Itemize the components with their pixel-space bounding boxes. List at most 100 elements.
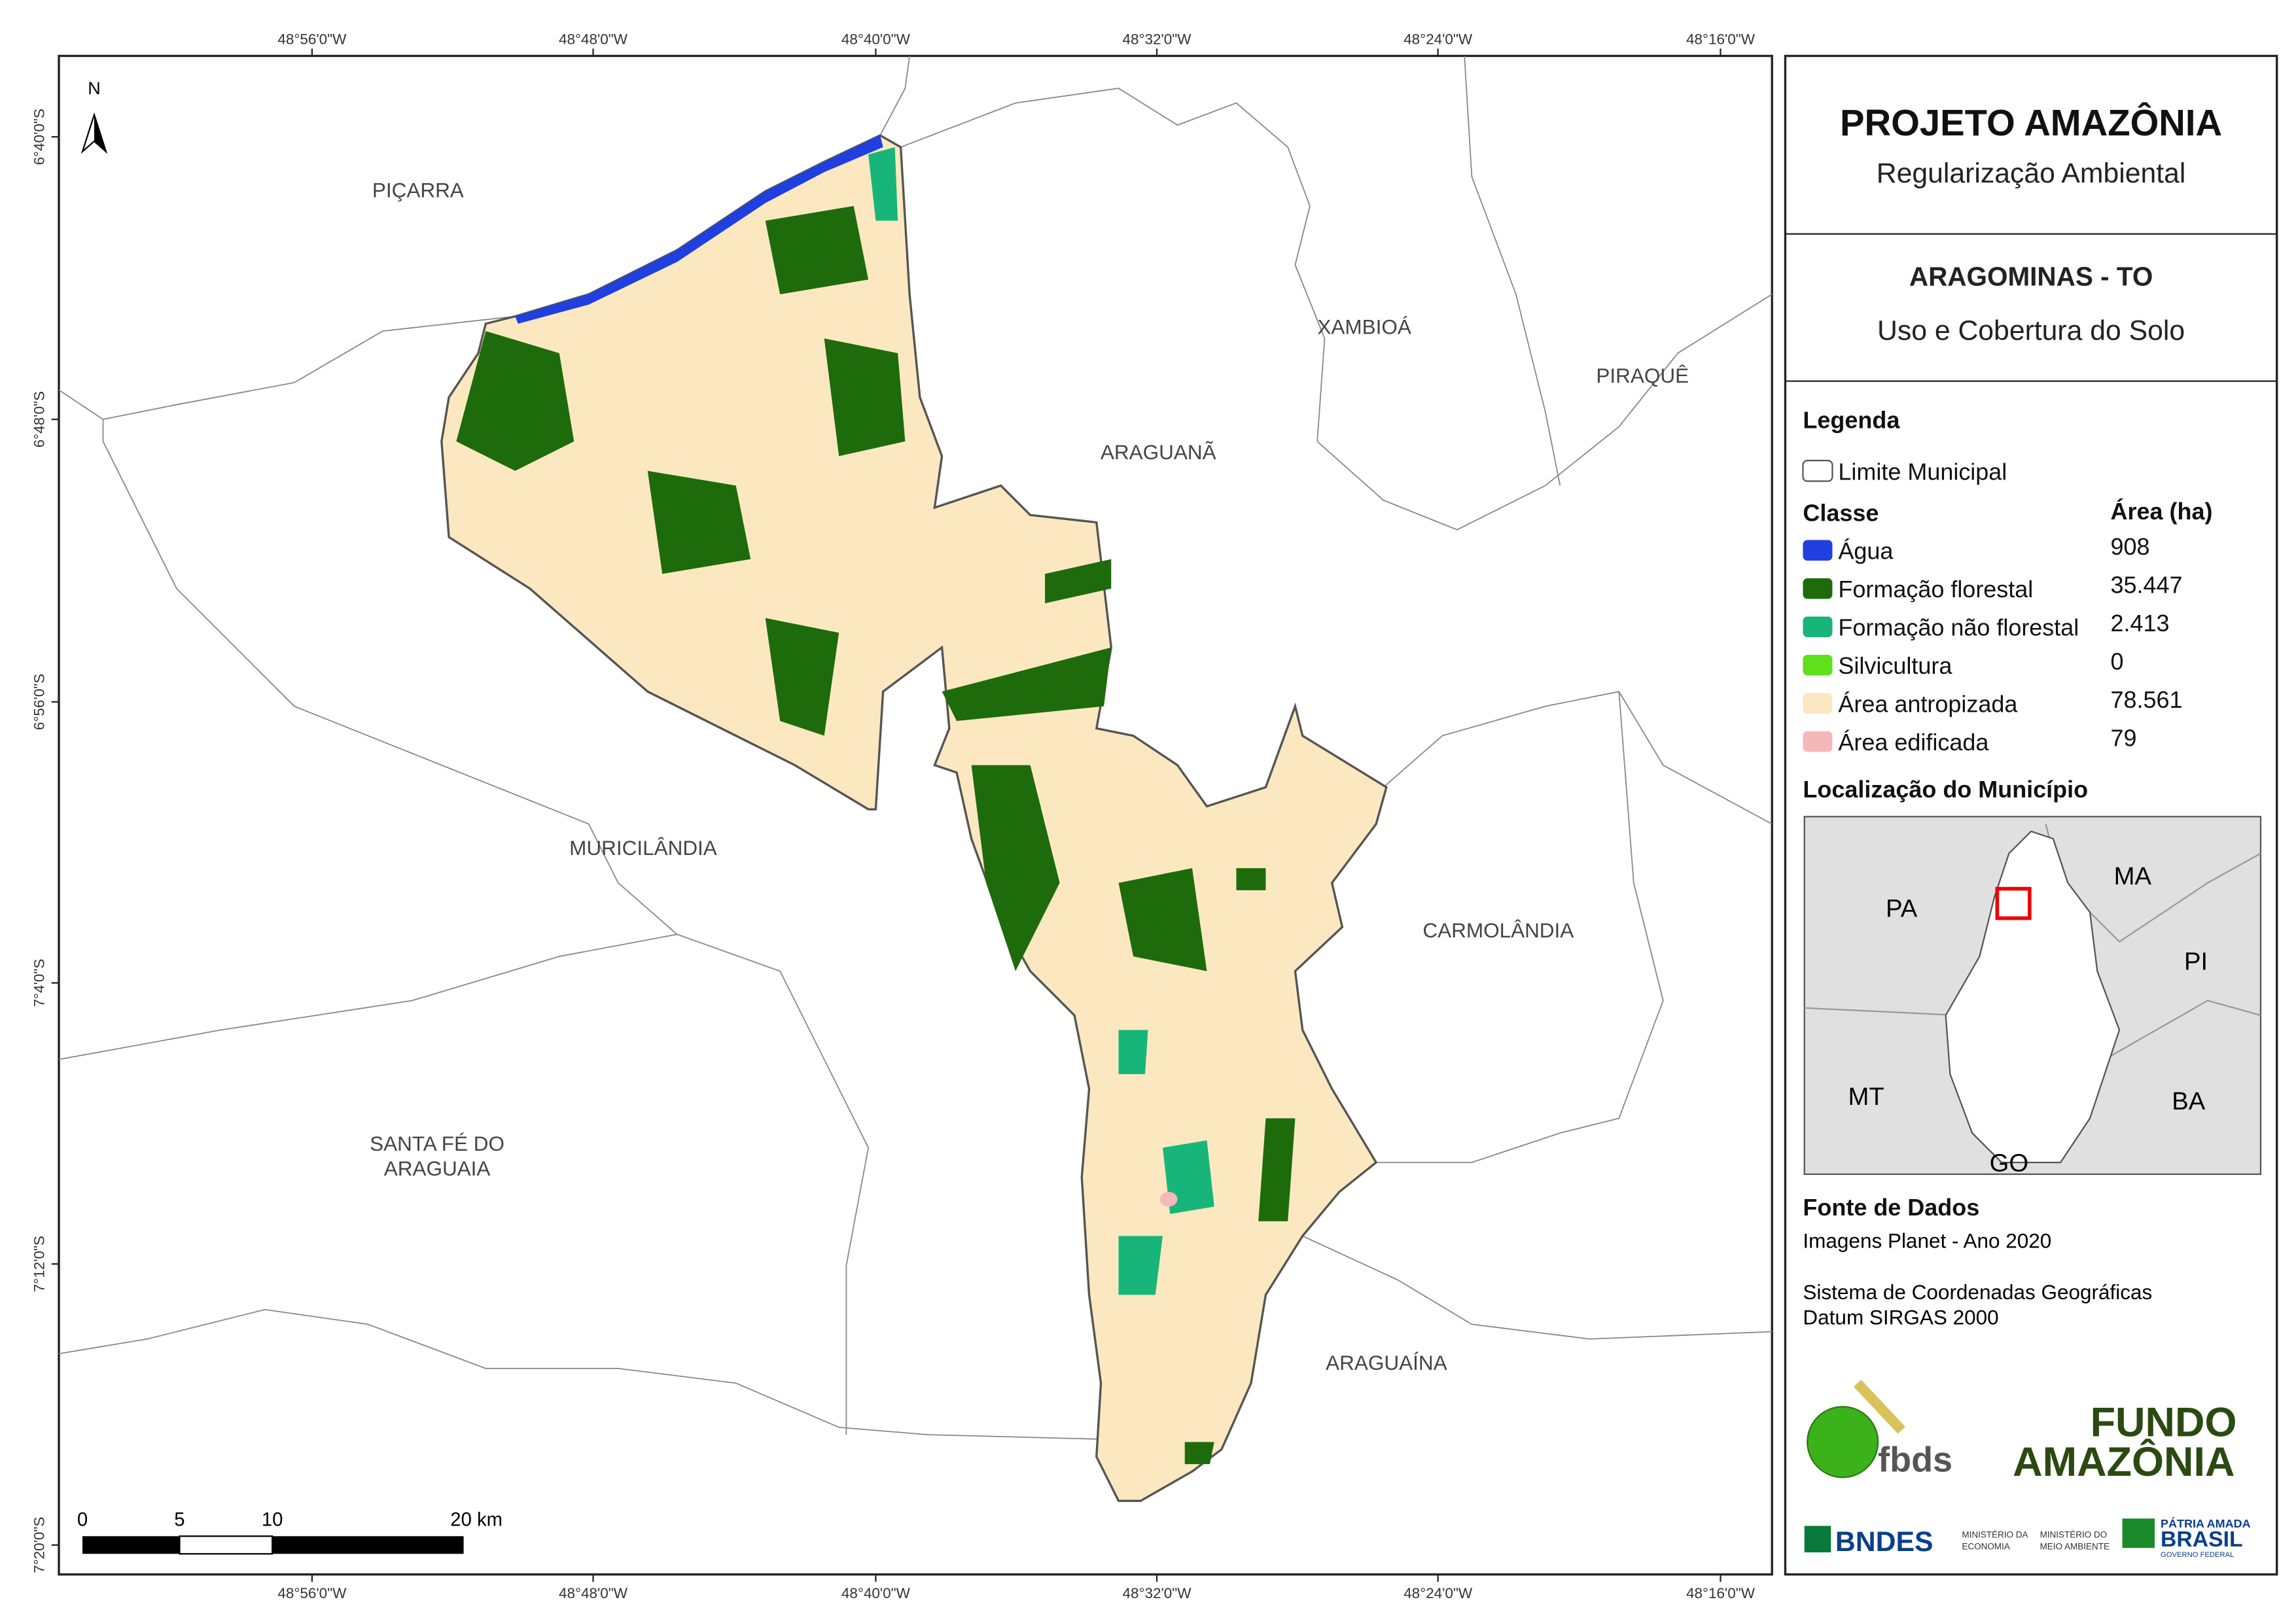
- place-label: CARMOLÂNDIA: [1422, 918, 1574, 942]
- forest-patch: [647, 470, 751, 574]
- boundary-label: Limite Municipal: [1838, 458, 2007, 485]
- class-swatch: [1803, 540, 1833, 561]
- ministry-text: ECONOMIA: [1962, 1542, 2009, 1552]
- nonforest-patches: [868, 147, 1214, 1295]
- left-coordinate: 7°20'0"S: [31, 1517, 48, 1573]
- place-label: ARAGUANÃ: [1101, 440, 1216, 464]
- class-swatch: [1803, 654, 1833, 676]
- bottom-coordinate: 48°48'0"W: [559, 1585, 628, 1601]
- inset-boundary: [2104, 1000, 2261, 1060]
- place-label: XAMBIOÁ: [1317, 315, 1411, 339]
- class-swatch: [1803, 616, 1833, 637]
- boundary-line: [58, 1308, 1097, 1440]
- source-title: Fonte de Dados: [1803, 1194, 1979, 1221]
- class-name: Água: [1838, 538, 1893, 565]
- scale-label: 20 km: [450, 1510, 503, 1531]
- tocantins-state: [1945, 830, 2121, 1164]
- place-label: PIRAQUÊ: [1596, 364, 1689, 387]
- boundary-line: [1302, 1235, 1773, 1340]
- source-line: Datum SIRGAS 2000: [1803, 1305, 1998, 1329]
- left-coordinate: 6°48'0"S: [31, 391, 48, 447]
- coordinate-labels: 48°56'0"W 48°48'0"W 48°40'0"W 48°32'0"W 48°2…: [31, 31, 1756, 1601]
- nonforest-patch: [1118, 1236, 1163, 1295]
- state-label: MA: [2114, 862, 2152, 890]
- place-label: MURICILÂNDIA: [569, 836, 717, 860]
- panel-subtitle: Regularização Ambiental: [1877, 158, 2186, 189]
- fbds-logo-text: fbds: [1878, 1440, 1952, 1479]
- info-panel: [1784, 54, 2278, 1576]
- north-label: N: [88, 79, 101, 98]
- state-label: PA: [1886, 894, 1918, 922]
- river: [515, 135, 883, 324]
- boundary-line: [1376, 691, 1664, 1163]
- left-coordinate: 7°4'0"S: [31, 959, 48, 1007]
- class-name: Área antropizada: [1838, 691, 2017, 718]
- forest-patch: [1258, 1118, 1296, 1221]
- top-coordinate: 48°24'0"W: [1404, 31, 1473, 47]
- scale-segment: [179, 1535, 274, 1555]
- map-frame: [58, 54, 1773, 1576]
- bottom-coordinate: 48°56'0"W: [277, 1585, 347, 1601]
- state-label: MT: [1848, 1083, 1884, 1111]
- ministry-text: MEIO AMBIENTE: [2040, 1542, 2110, 1552]
- boundary-line: [58, 315, 516, 421]
- boundary-swatch: [1802, 459, 1833, 482]
- forest-patches: [456, 205, 1296, 1465]
- place-label: SANTA FÉ DO: [370, 1132, 504, 1155]
- class-area: 0: [2111, 648, 2124, 674]
- location-title: Localização do Município: [1803, 776, 2088, 803]
- nonforest-patch: [868, 147, 898, 221]
- forest-patch: [971, 765, 1060, 971]
- location-inset: PA MA PI MT BA GO: [1803, 816, 2262, 1177]
- nonforest-patch: [1118, 1030, 1148, 1075]
- area-header: Área (ha): [2111, 498, 2213, 525]
- north-arrow: N: [80, 79, 108, 154]
- forest-patch: [1236, 868, 1266, 890]
- left-coordinate: 7°12'0"S: [31, 1236, 48, 1292]
- bottom-coordinate: 48°16'0"W: [1686, 1585, 1756, 1601]
- forest-patch: [1184, 1442, 1214, 1465]
- logos: fbds FUNDO AMAZÔNIA BNDES MINISTÉRIO DA …: [1804, 1379, 2251, 1559]
- map-theme: Uso e Cobertura do Solo: [1877, 315, 2185, 347]
- class-header: Classe: [1803, 499, 1879, 526]
- brasil-logo-text: BRASIL: [2161, 1527, 2243, 1552]
- place-label: ARAGUAIA: [384, 1157, 491, 1180]
- brasil-logo-text: PÁTRIA AMADA: [2161, 1516, 2251, 1530]
- municipality-name: ARAGOMINAS - TO: [1909, 261, 2153, 291]
- ministry-text: MINISTÉRIO DO: [2040, 1530, 2108, 1540]
- left-coordinate: 6°40'0"S: [31, 109, 48, 165]
- scale-label: 10: [262, 1510, 283, 1531]
- bndes-logo-mark: [1804, 1526, 1831, 1553]
- class-area: 2.413: [2111, 610, 2170, 637]
- legend-title: Legenda: [1803, 407, 1900, 434]
- inset-boundary: [1804, 1007, 1958, 1017]
- fundo-logo-text: FUNDO: [2091, 1399, 2237, 1445]
- ministry-text: MINISTÉRIO DA: [1962, 1530, 2028, 1540]
- forest-patch: [456, 331, 574, 471]
- source-line: Sistema de Coordenadas Geográficas: [1803, 1280, 2152, 1304]
- boundary-line: [58, 934, 870, 1435]
- state-label: PI: [2184, 947, 2208, 975]
- state-label: BA: [2172, 1087, 2205, 1115]
- scale-segment: [82, 1536, 180, 1554]
- scale-label: 5: [174, 1510, 185, 1531]
- place-label: PIÇARRA: [372, 178, 464, 201]
- class-area: 35.447: [2111, 571, 2183, 598]
- bottom-coordinate: 48°24'0"W: [1404, 1585, 1473, 1601]
- top-coordinate: 48°56'0"W: [277, 31, 347, 47]
- boundary-line: [879, 56, 911, 136]
- boundary-line: [102, 419, 678, 935]
- class-area: 78.561: [2111, 686, 2183, 713]
- scale-label: 0: [77, 1510, 88, 1531]
- location-marker: [1995, 886, 2032, 920]
- bottom-coordinate: 48°40'0"W: [841, 1585, 911, 1601]
- top-coordinate: 48°16'0"W: [1686, 31, 1756, 47]
- forest-patch: [824, 338, 906, 457]
- urban-area: [1159, 1191, 1178, 1207]
- boundary-line: [1464, 56, 1561, 486]
- fundo-logo-text: AMAZÔNIA: [2013, 1439, 2234, 1485]
- top-coordinate: 48°40'0"W: [841, 31, 911, 47]
- forest-patch: [765, 205, 869, 294]
- fbds-logo-bar: [1853, 1379, 1905, 1434]
- forest-patch: [942, 647, 1112, 722]
